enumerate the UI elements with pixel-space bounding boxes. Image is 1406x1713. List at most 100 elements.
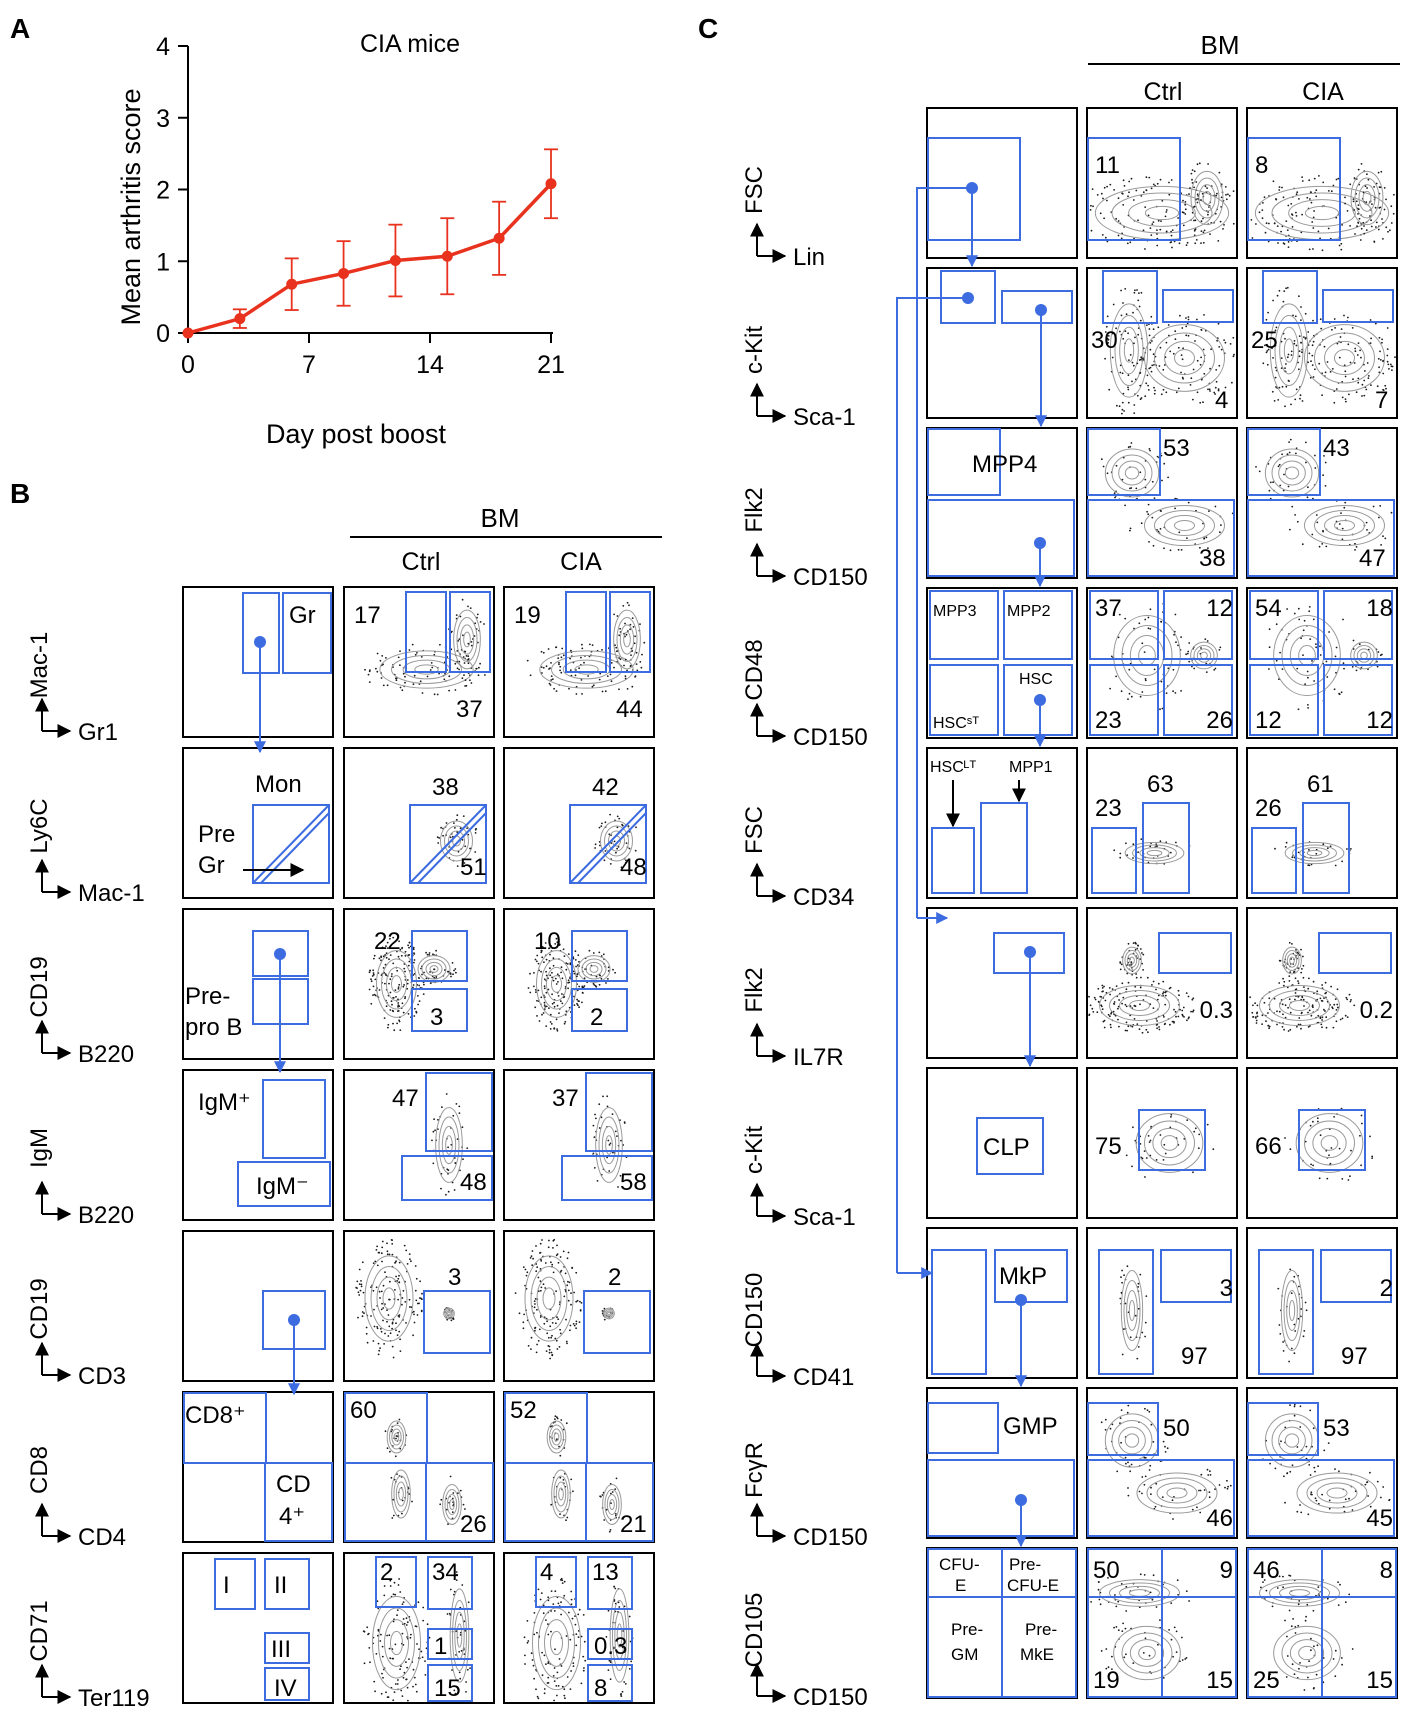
event-dot (631, 685, 634, 688)
event-dot (1306, 670, 1309, 673)
event-dot (1323, 1449, 1326, 1452)
event-dot (1340, 691, 1343, 694)
event-dot (1284, 1137, 1286, 1139)
event-dot (1263, 196, 1266, 199)
event-dot (628, 604, 630, 607)
event-dot (1145, 189, 1148, 192)
event-dot (1332, 1026, 1335, 1029)
event-dot (545, 1005, 548, 1008)
event-dot (1357, 208, 1360, 211)
event-dot (1286, 1472, 1288, 1475)
event-dot (1107, 1666, 1110, 1669)
event-dot (1172, 352, 1175, 355)
contour (608, 830, 625, 852)
event-dot (543, 978, 546, 981)
event-dot (1361, 1122, 1363, 1125)
contour (1124, 841, 1185, 865)
event-dot (446, 1318, 449, 1321)
event-dot (1156, 244, 1159, 247)
event-dot (1150, 1493, 1152, 1496)
event-dot (615, 851, 617, 854)
event-dot (1304, 1619, 1307, 1622)
gate (535, 1556, 577, 1608)
contour (607, 1311, 611, 1316)
event-dot (1210, 348, 1212, 351)
event-dot (1300, 948, 1302, 951)
event-dot (1301, 213, 1303, 216)
event-dot (618, 1606, 621, 1608)
event-dot (580, 1635, 583, 1638)
event-dot (469, 607, 472, 609)
event-dot (571, 1617, 574, 1620)
event-dot (594, 847, 596, 849)
event-dot (443, 678, 446, 681)
event-dot (413, 674, 416, 677)
event-dot (1139, 1573, 1142, 1576)
event-dot (391, 1517, 394, 1519)
event-dot (1282, 977, 1284, 980)
event-dot (419, 1280, 421, 1283)
event-dot (476, 613, 479, 616)
event-dot (1151, 340, 1153, 342)
panel-c-row-1-y-label: c-Kit (741, 326, 768, 374)
event-dot (380, 1330, 383, 1333)
event-dot (1283, 980, 1286, 983)
event-dot (581, 643, 583, 646)
event-dot (1298, 1285, 1300, 1288)
contour (1111, 454, 1153, 492)
event-dot (607, 970, 610, 972)
data-point (389, 255, 401, 267)
event-dot (372, 972, 375, 974)
event-dot (1207, 388, 1209, 391)
gate-percentage: 3 (430, 1004, 443, 1031)
event-dot (463, 674, 465, 676)
event-dot (1147, 616, 1150, 619)
event-dot (473, 635, 476, 637)
event-dot (1191, 1508, 1194, 1511)
event-dot (444, 969, 446, 971)
event-dot (1136, 394, 1139, 397)
contour (1273, 1625, 1341, 1681)
event-dot (1389, 229, 1391, 232)
event-dot (1308, 1464, 1311, 1466)
event-dot (1349, 225, 1351, 227)
event-dot (410, 1260, 412, 1263)
event-dot (1256, 1004, 1259, 1007)
event-dot (1175, 641, 1177, 644)
event-dot (1337, 1581, 1339, 1583)
event-dot (1258, 211, 1261, 214)
contour (1202, 190, 1212, 206)
event-dot (397, 1277, 400, 1280)
event-dot (451, 1669, 453, 1671)
population-label: CFU-E (1007, 1576, 1059, 1595)
event-dot (614, 1587, 617, 1590)
gate (1249, 664, 1319, 736)
event-dot (397, 1514, 400, 1517)
contour (542, 1287, 556, 1310)
event-dot (402, 1011, 405, 1014)
event-dot (1282, 1013, 1284, 1016)
contour (1138, 645, 1156, 666)
event-dot (551, 1263, 554, 1266)
event-dot (1216, 192, 1218, 195)
event-dot (1274, 329, 1277, 332)
event-dot (457, 850, 460, 853)
event-dot (402, 672, 405, 675)
event-dot (483, 623, 485, 625)
event-dot (393, 1581, 396, 1584)
gate-percentage: 2 (1380, 1275, 1393, 1302)
event-dot (1291, 943, 1293, 945)
gate (1298, 1109, 1366, 1171)
ctrl-plot (343, 1069, 495, 1221)
event-dot (1334, 1675, 1337, 1678)
gate-percentage: 15 (1366, 1667, 1393, 1694)
event-dot (1106, 337, 1109, 340)
event-dot (1233, 353, 1235, 356)
contour (551, 1428, 562, 1446)
event-dot (449, 836, 452, 839)
event-dot (543, 1654, 546, 1657)
event-dot (555, 690, 558, 692)
panel-c-row-3-x-label: CD150 (793, 724, 868, 751)
event-dot (1264, 231, 1267, 234)
event-dot (1192, 997, 1195, 1000)
